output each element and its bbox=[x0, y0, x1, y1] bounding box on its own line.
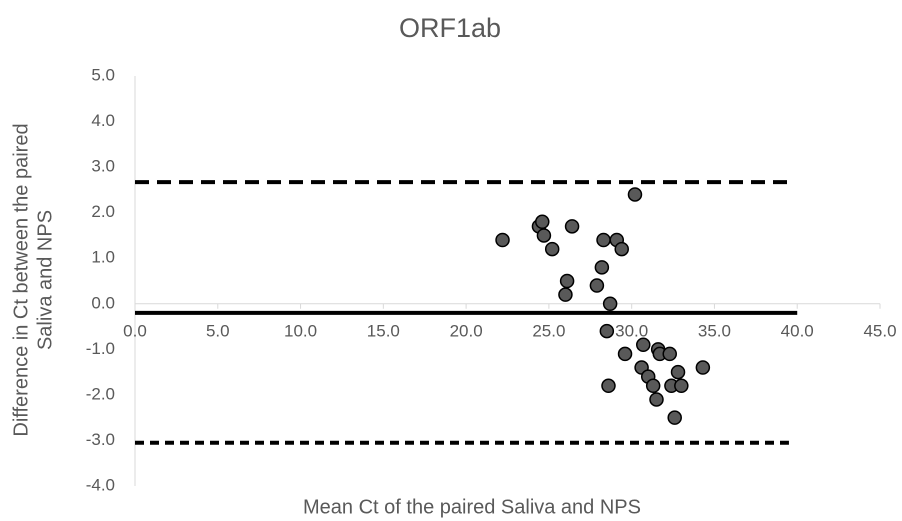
y-tick-label: 1.0 bbox=[91, 248, 115, 267]
x-tick-label: 45.0 bbox=[863, 321, 896, 340]
point bbox=[662, 346, 677, 362]
point bbox=[564, 219, 580, 234]
point bbox=[670, 364, 686, 380]
y-tick-label: 3.0 bbox=[91, 157, 115, 176]
point bbox=[645, 378, 661, 394]
point bbox=[695, 360, 711, 375]
y-tick-label: -1.0 bbox=[86, 339, 115, 358]
y-tick-label: -3.0 bbox=[86, 430, 115, 449]
x-tick-label: 5.0 bbox=[206, 321, 230, 340]
point bbox=[617, 346, 633, 362]
y-tick-label: -4.0 bbox=[86, 475, 115, 494]
point bbox=[558, 287, 573, 302]
y-axis-label-line: Saliva and NPS bbox=[34, 210, 56, 350]
point bbox=[536, 228, 552, 243]
x-tick-label: 35.0 bbox=[698, 321, 731, 340]
x-tick-label: 25.0 bbox=[532, 321, 565, 340]
point bbox=[589, 278, 605, 293]
x-axis-label: Mean Ct of the paired Saliva and NPS bbox=[303, 496, 641, 518]
point bbox=[544, 241, 560, 257]
point bbox=[602, 296, 618, 312]
point bbox=[649, 392, 664, 407]
point bbox=[627, 187, 643, 202]
y-tick-label: 0.0 bbox=[91, 293, 115, 312]
x-tick-label: 15.0 bbox=[367, 321, 400, 340]
x-tick-label: 10.0 bbox=[284, 321, 317, 340]
point bbox=[535, 214, 550, 230]
point bbox=[594, 260, 610, 275]
point bbox=[601, 378, 616, 394]
chart-title: ORF1ab bbox=[399, 13, 501, 43]
x-tick-label: 0.0 bbox=[123, 321, 147, 340]
point bbox=[667, 410, 682, 425]
y-axis-label: Difference in Ct between the paired Sali… bbox=[10, 123, 56, 436]
x-tick-label: 30.0 bbox=[615, 321, 648, 340]
point bbox=[596, 232, 611, 248]
y-tick-label: 5.0 bbox=[91, 65, 115, 84]
y-axis-label-line: Difference in Ct between the paired bbox=[10, 123, 32, 436]
y-tick-label: 4.0 bbox=[91, 111, 115, 130]
y-tick-label: 2.0 bbox=[91, 202, 115, 221]
point bbox=[559, 273, 575, 289]
point bbox=[674, 378, 689, 394]
x-tick-label: 40.0 bbox=[781, 321, 814, 340]
point bbox=[636, 337, 651, 353]
y-tick-label: -2.0 bbox=[86, 384, 115, 403]
x-tick-label: 20.0 bbox=[450, 321, 483, 340]
point bbox=[614, 241, 629, 257]
point bbox=[599, 323, 615, 339]
point bbox=[495, 232, 510, 248]
